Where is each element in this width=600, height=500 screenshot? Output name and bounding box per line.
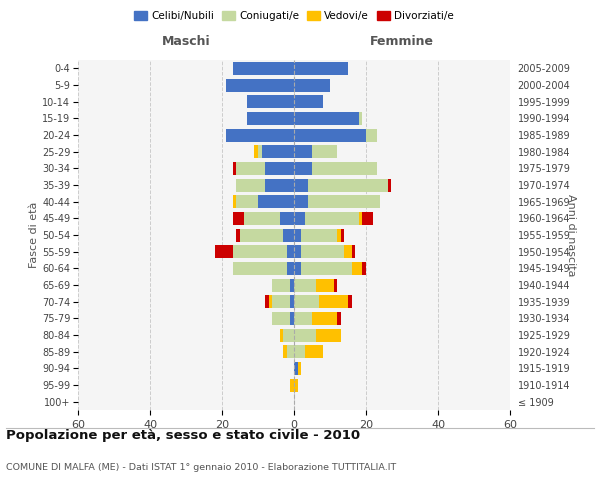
Bar <box>258 195 294 208</box>
Bar <box>283 345 287 358</box>
Bar <box>312 162 377 175</box>
Bar <box>348 295 352 308</box>
Bar <box>294 212 305 225</box>
Bar <box>305 345 323 358</box>
Bar <box>362 262 366 275</box>
Bar <box>226 128 294 141</box>
Bar <box>233 62 294 75</box>
Text: Popolazione per età, sesso e stato civile - 2010: Popolazione per età, sesso e stato civil… <box>6 430 360 442</box>
Bar <box>294 78 330 92</box>
Bar <box>294 162 312 175</box>
Bar <box>236 228 240 241</box>
Bar <box>294 62 348 75</box>
Bar <box>290 278 294 291</box>
Bar <box>290 312 294 325</box>
Bar <box>272 312 290 325</box>
Text: COMUNE DI MALFA (ME) - Dati ISTAT 1° gennaio 2010 - Elaborazione TUTTITALIA.IT: COMUNE DI MALFA (ME) - Dati ISTAT 1° gen… <box>6 464 396 472</box>
Bar <box>283 328 294 342</box>
Bar <box>283 228 294 241</box>
Bar <box>305 212 359 225</box>
Bar <box>294 112 359 125</box>
Bar <box>294 262 301 275</box>
Bar <box>236 178 265 192</box>
Bar <box>247 112 294 125</box>
Bar <box>240 228 283 241</box>
Bar <box>226 78 294 92</box>
Bar <box>280 212 294 225</box>
Bar <box>254 145 258 158</box>
Bar <box>316 278 334 291</box>
Bar <box>337 228 341 241</box>
Bar <box>294 228 301 241</box>
Bar <box>233 212 244 225</box>
Bar <box>319 295 348 308</box>
Bar <box>352 262 362 275</box>
Bar <box>244 212 280 225</box>
Bar <box>233 262 287 275</box>
Bar <box>233 245 287 258</box>
Bar <box>262 145 294 158</box>
Bar <box>294 145 312 158</box>
Bar <box>294 345 305 358</box>
Bar <box>301 245 344 258</box>
Legend: Celibi/Nubili, Coniugati/e, Vedovi/e, Divorziati/e: Celibi/Nubili, Coniugati/e, Vedovi/e, Di… <box>131 8 457 24</box>
Bar <box>272 278 290 291</box>
Bar <box>258 145 262 158</box>
Bar <box>294 378 298 392</box>
Bar <box>294 328 316 342</box>
Bar <box>236 162 265 175</box>
Bar <box>308 178 388 192</box>
Bar <box>294 95 323 108</box>
Bar <box>312 145 337 158</box>
Bar <box>316 328 341 342</box>
Bar <box>362 212 373 225</box>
Bar <box>294 245 301 258</box>
Bar <box>294 312 312 325</box>
Bar <box>236 195 258 208</box>
Bar <box>287 262 294 275</box>
Bar <box>334 278 337 291</box>
Text: Maschi: Maschi <box>161 36 211 49</box>
Bar <box>301 262 352 275</box>
Y-axis label: Anni di nascita: Anni di nascita <box>566 194 576 276</box>
Bar <box>366 128 377 141</box>
Bar <box>388 178 391 192</box>
Bar <box>344 245 352 258</box>
Bar <box>308 195 380 208</box>
Bar <box>337 312 341 325</box>
Bar <box>247 95 294 108</box>
Bar <box>215 245 233 258</box>
Bar <box>359 212 362 225</box>
Bar <box>294 195 308 208</box>
Bar <box>341 228 344 241</box>
Bar <box>272 295 290 308</box>
Bar <box>287 345 294 358</box>
Text: Femmine: Femmine <box>370 36 434 49</box>
Bar <box>294 278 316 291</box>
Bar <box>294 295 319 308</box>
Bar <box>280 328 283 342</box>
Bar <box>290 295 294 308</box>
Bar <box>269 295 272 308</box>
Bar <box>265 162 294 175</box>
Bar <box>290 378 294 392</box>
Bar <box>294 128 366 141</box>
Bar <box>352 245 355 258</box>
Bar <box>312 312 337 325</box>
Bar <box>265 178 294 192</box>
Bar <box>233 195 236 208</box>
Bar <box>301 228 337 241</box>
Bar <box>359 112 362 125</box>
Bar <box>294 362 298 375</box>
Bar <box>287 245 294 258</box>
Bar <box>298 362 301 375</box>
Bar <box>265 295 269 308</box>
Bar <box>233 162 236 175</box>
Y-axis label: Fasce di età: Fasce di età <box>29 202 39 268</box>
Bar <box>294 178 308 192</box>
